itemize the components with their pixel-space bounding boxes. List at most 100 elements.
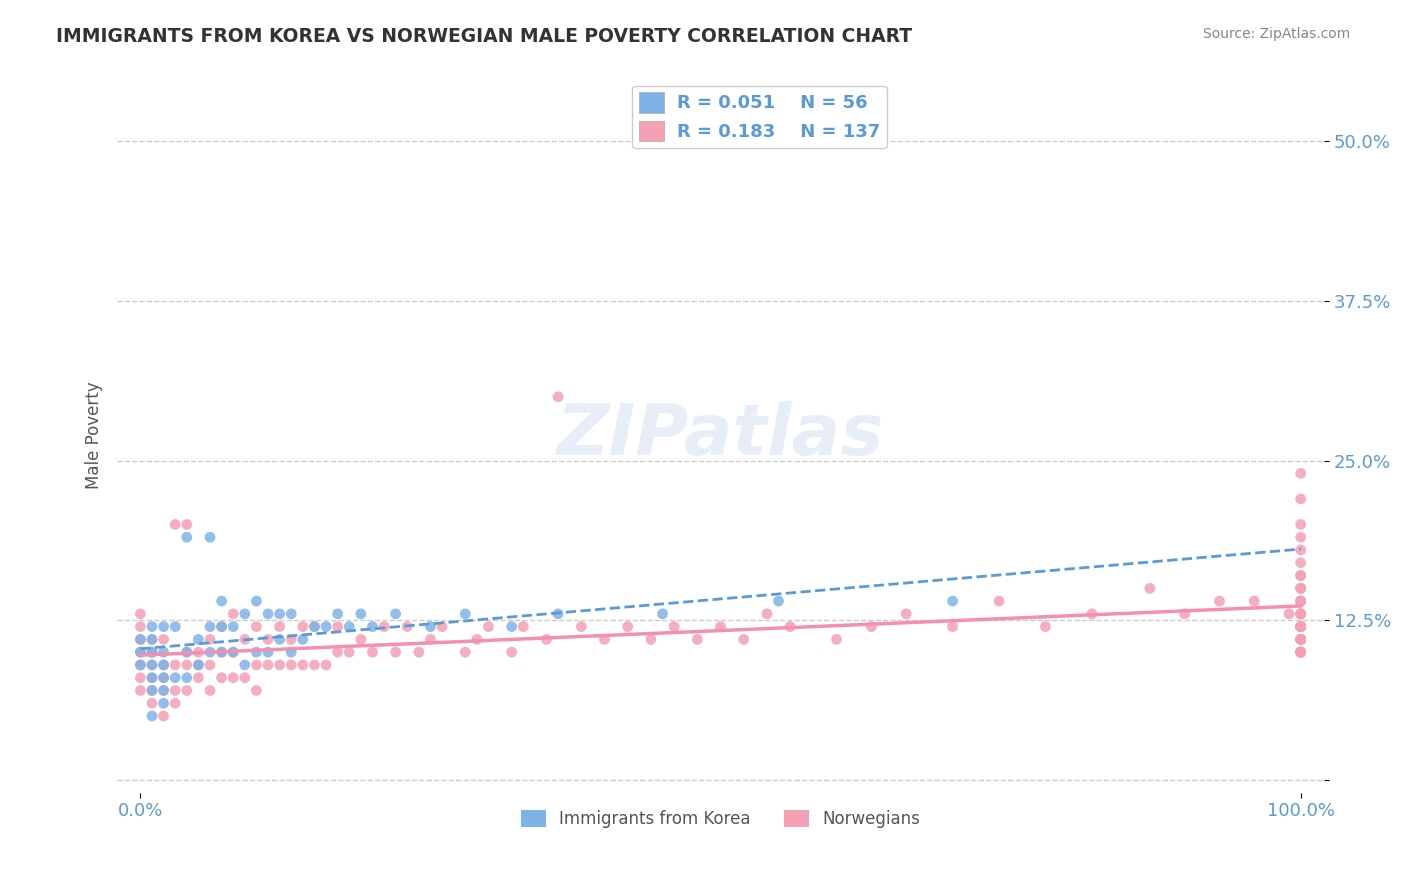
Point <box>396 619 419 633</box>
Point <box>211 645 233 659</box>
Point <box>1289 645 1312 659</box>
Point <box>337 619 360 633</box>
Point <box>896 607 918 621</box>
Point <box>942 594 965 608</box>
Point <box>233 671 256 685</box>
Point <box>257 632 280 647</box>
Point <box>152 619 174 633</box>
Point <box>709 619 731 633</box>
Point <box>373 619 395 633</box>
Point <box>1289 517 1312 532</box>
Point <box>350 607 373 621</box>
Text: ZIPatlas: ZIPatlas <box>557 401 884 469</box>
Point <box>176 645 198 659</box>
Point <box>222 607 245 621</box>
Point <box>1289 619 1312 633</box>
Point <box>1289 632 1312 647</box>
Point <box>337 645 360 659</box>
Point <box>222 671 245 685</box>
Point <box>211 619 233 633</box>
Point <box>152 645 174 659</box>
Point <box>198 632 221 647</box>
Point <box>1289 594 1312 608</box>
Point <box>165 619 187 633</box>
Point <box>165 671 187 685</box>
Point <box>1289 632 1312 647</box>
Point <box>1289 632 1312 647</box>
Point <box>152 657 174 672</box>
Point <box>152 671 174 685</box>
Point <box>165 696 187 710</box>
Point <box>176 530 198 544</box>
Point <box>141 657 163 672</box>
Point <box>152 632 174 647</box>
Point <box>198 645 221 659</box>
Point <box>176 645 198 659</box>
Point <box>222 645 245 659</box>
Point <box>547 607 569 621</box>
Point <box>569 619 592 633</box>
Point <box>187 657 209 672</box>
Point <box>1289 632 1312 647</box>
Point <box>187 632 209 647</box>
Point <box>477 619 499 633</box>
Point <box>350 632 373 647</box>
Point <box>1289 619 1312 633</box>
Point <box>198 683 221 698</box>
Point <box>860 619 883 633</box>
Point <box>176 683 198 698</box>
Point <box>1289 645 1312 659</box>
Point <box>304 619 326 633</box>
Point <box>384 607 406 621</box>
Point <box>152 671 174 685</box>
Point <box>1278 607 1301 621</box>
Point <box>501 645 523 659</box>
Point <box>1289 645 1312 659</box>
Point <box>1289 568 1312 582</box>
Point <box>141 683 163 698</box>
Y-axis label: Male Poverty: Male Poverty <box>86 381 103 489</box>
Point <box>1289 568 1312 582</box>
Point <box>176 657 198 672</box>
Point <box>141 645 163 659</box>
Point <box>280 657 302 672</box>
Point <box>1289 645 1312 659</box>
Point <box>222 645 245 659</box>
Point <box>315 619 337 633</box>
Point <box>593 632 616 647</box>
Point <box>361 645 384 659</box>
Point <box>536 632 558 647</box>
Point <box>1139 582 1161 596</box>
Point <box>1289 632 1312 647</box>
Point <box>419 619 441 633</box>
Point <box>1289 607 1312 621</box>
Point <box>152 683 174 698</box>
Point <box>1289 582 1312 596</box>
Point <box>1289 632 1312 647</box>
Point <box>141 696 163 710</box>
Point <box>152 709 174 723</box>
Point <box>1289 607 1312 621</box>
Point <box>662 619 685 633</box>
Point <box>187 657 209 672</box>
Point <box>686 632 709 647</box>
Point <box>176 517 198 532</box>
Point <box>141 671 163 685</box>
Point <box>211 671 233 685</box>
Point <box>129 671 152 685</box>
Point <box>1289 645 1312 659</box>
Point <box>141 671 163 685</box>
Point <box>211 645 233 659</box>
Point <box>291 632 314 647</box>
Point <box>1289 619 1312 633</box>
Point <box>501 619 523 633</box>
Point <box>129 657 152 672</box>
Point <box>779 619 801 633</box>
Point <box>942 619 965 633</box>
Point <box>152 696 174 710</box>
Point <box>245 619 267 633</box>
Point <box>129 632 152 647</box>
Point <box>152 683 174 698</box>
Point <box>222 619 245 633</box>
Point <box>152 657 174 672</box>
